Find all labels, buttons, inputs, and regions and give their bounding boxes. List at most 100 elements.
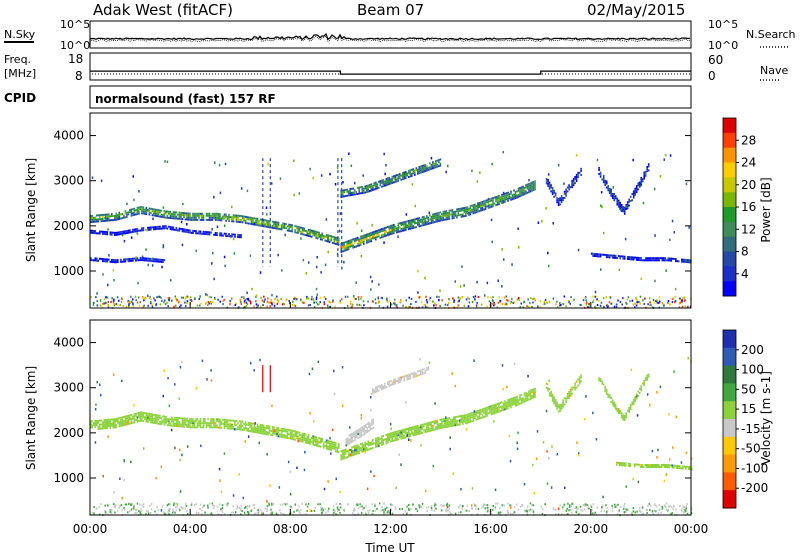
velocity-cell bbox=[501, 409, 503, 412]
power-cell bbox=[90, 259, 92, 261]
velocity-cell bbox=[177, 419, 179, 421]
power-cell bbox=[599, 171, 602, 174]
power-cell bbox=[331, 241, 334, 244]
velocity-cell bbox=[372, 418, 375, 421]
velocity-cell bbox=[388, 510, 390, 513]
power-cell bbox=[315, 234, 317, 237]
power-cell bbox=[638, 257, 641, 259]
velocity-cell bbox=[523, 398, 526, 401]
velocity-cell bbox=[490, 413, 493, 416]
power-cell bbox=[262, 225, 265, 228]
power-cell bbox=[396, 174, 398, 177]
power-cell bbox=[369, 190, 371, 193]
power-cell bbox=[415, 169, 418, 172]
velocity-cell bbox=[553, 402, 555, 405]
velocity-cell bbox=[250, 428, 253, 431]
power-cell bbox=[447, 218, 449, 221]
power-cell bbox=[340, 191, 342, 194]
velocity-cell bbox=[635, 395, 638, 398]
velocity-cell bbox=[402, 433, 404, 436]
velocity-cell bbox=[560, 513, 563, 515]
velocity-cell bbox=[356, 448, 359, 451]
power-cell bbox=[222, 303, 224, 306]
power-cell bbox=[265, 221, 268, 224]
power-cell bbox=[187, 229, 190, 232]
velocity-cell bbox=[346, 456, 348, 459]
power-cell bbox=[136, 213, 139, 215]
power-cell bbox=[358, 188, 360, 191]
power-cell bbox=[577, 176, 579, 178]
velocity-cell bbox=[364, 443, 367, 446]
velocity-cell bbox=[566, 397, 569, 400]
velocity-cell bbox=[685, 507, 688, 510]
velocity-cell bbox=[614, 407, 617, 410]
velocity-cell bbox=[482, 505, 485, 508]
power-cell bbox=[199, 232, 202, 235]
velocity-cell bbox=[448, 421, 451, 424]
power-cell bbox=[475, 205, 478, 208]
power-cell bbox=[424, 223, 427, 226]
power-cell bbox=[391, 232, 394, 235]
velocity-cell bbox=[529, 393, 532, 396]
velocity-cell bbox=[356, 446, 359, 449]
velocity-cell bbox=[354, 438, 356, 441]
power-cell bbox=[144, 210, 146, 213]
velocity-cell bbox=[405, 428, 407, 431]
velocity-cell bbox=[295, 437, 298, 439]
power-cell bbox=[617, 199, 620, 202]
power-cell bbox=[617, 255, 620, 258]
power-cell bbox=[390, 303, 393, 306]
velocity-cell bbox=[383, 512, 386, 515]
velocity-cell bbox=[223, 421, 226, 423]
power-cell bbox=[635, 304, 638, 307]
velocity-cell bbox=[429, 421, 431, 424]
velocity-cell bbox=[216, 424, 218, 427]
velocity-cell bbox=[393, 381, 395, 383]
velocity-cell bbox=[679, 465, 681, 468]
power-cell bbox=[478, 210, 481, 213]
velocity-cell bbox=[355, 450, 357, 453]
power-cell bbox=[367, 235, 370, 238]
velocity-cell bbox=[128, 502, 130, 505]
velocity-cell bbox=[252, 428, 254, 431]
power-cell bbox=[615, 305, 618, 308]
velocity-cell bbox=[460, 417, 463, 419]
power-cell bbox=[232, 220, 235, 223]
velocity-cell bbox=[356, 452, 359, 455]
power-cell bbox=[447, 214, 449, 217]
power-cell bbox=[632, 192, 635, 195]
velocity-cell bbox=[412, 376, 415, 379]
velocity-cell bbox=[126, 419, 128, 422]
velocity-cell bbox=[519, 394, 521, 397]
velocity-cell bbox=[475, 507, 477, 510]
velocity-cell bbox=[563, 503, 565, 506]
power-cell bbox=[225, 232, 227, 235]
power-cell bbox=[381, 228, 383, 231]
power-cell bbox=[132, 230, 134, 233]
velocity-cell bbox=[394, 506, 397, 509]
power-cell bbox=[454, 212, 457, 215]
power-cell bbox=[223, 213, 226, 216]
velocity-cell bbox=[322, 444, 325, 447]
velocity-cell bbox=[420, 424, 422, 427]
velocity-cell bbox=[487, 406, 490, 409]
power-cell bbox=[109, 219, 112, 222]
velocity-cell bbox=[406, 431, 409, 434]
power-cell bbox=[565, 194, 567, 197]
power-cell bbox=[352, 246, 354, 249]
power-cell bbox=[134, 295, 137, 298]
power-cell bbox=[312, 298, 315, 301]
power-cell bbox=[433, 213, 436, 216]
velocity-cell bbox=[574, 386, 576, 389]
power-cell bbox=[111, 231, 113, 234]
power-cell bbox=[350, 191, 353, 194]
power-cell bbox=[350, 241, 353, 243]
velocity-cell bbox=[456, 424, 458, 426]
power-cell bbox=[372, 237, 374, 240]
velocity-cell bbox=[138, 414, 140, 416]
power-cell bbox=[465, 208, 467, 211]
power-cell bbox=[190, 218, 193, 221]
velocity-cell bbox=[442, 420, 445, 423]
velocity-cell bbox=[449, 511, 451, 514]
power-cell bbox=[402, 172, 404, 174]
